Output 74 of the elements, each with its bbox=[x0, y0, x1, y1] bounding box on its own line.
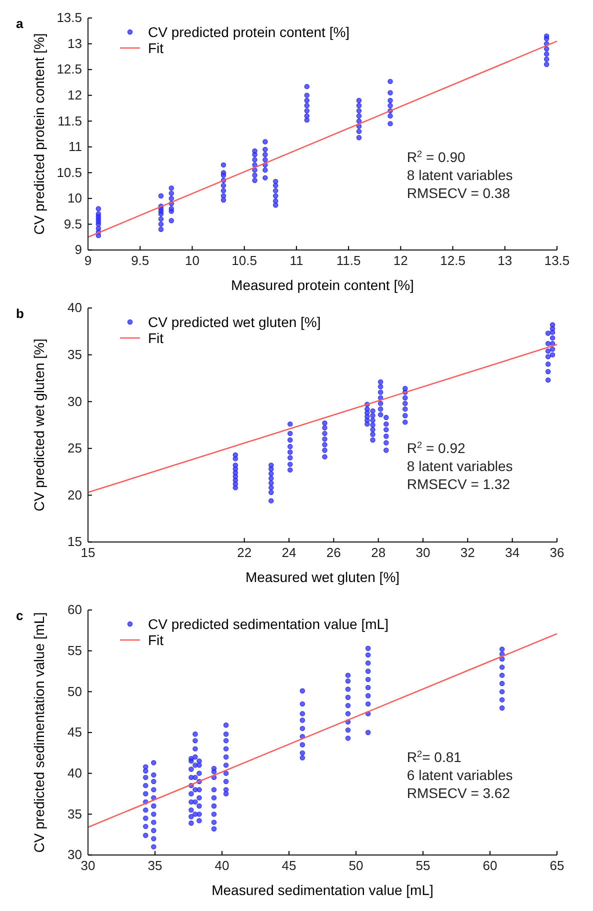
y-tick-label: 10 bbox=[68, 190, 82, 206]
y-tick-label: 13.5 bbox=[56, 10, 82, 26]
y-tick-label: 30 bbox=[68, 847, 82, 862]
x-tick-label: 10.5 bbox=[232, 253, 257, 268]
x-tick-label: 34 bbox=[505, 545, 520, 560]
x-tick-label: 26 bbox=[326, 545, 341, 560]
y-tick-label: 9.5 bbox=[64, 216, 82, 232]
y-tick-label: 55 bbox=[68, 642, 82, 658]
x-tick-label: 40 bbox=[214, 858, 230, 874]
x-tick-label: 15 bbox=[80, 545, 96, 560]
x-tick-label: 9.5 bbox=[131, 253, 150, 268]
y-tick-label: 45 bbox=[68, 724, 82, 740]
y-tick-label: 40 bbox=[68, 300, 82, 316]
annotation: RMSECV = 1.32 bbox=[406, 476, 510, 492]
chart-title: c bbox=[16, 608, 24, 623]
x-tick-label: 55 bbox=[416, 858, 430, 874]
x-tick-label: 12 bbox=[393, 253, 408, 268]
y-axis-title: CV predicted sedimentation value [mL] bbox=[31, 612, 47, 853]
chart-title: b bbox=[16, 306, 24, 321]
y-tick-label: 11.5 bbox=[58, 113, 82, 128]
y-tick-label: 25 bbox=[68, 440, 82, 456]
y-tick-label: 12 bbox=[68, 87, 82, 102]
x-axis-title: Measured wet gluten [%] bbox=[245, 569, 400, 585]
y-tick-label: 30 bbox=[68, 394, 82, 409]
legend-label: CV predicted sedimentation value [mL] bbox=[148, 616, 388, 632]
x-tick-label: 30 bbox=[416, 545, 430, 560]
y-tick-label: 13 bbox=[68, 36, 82, 51]
x-axis-title: Measured sedimentation value [mL] bbox=[212, 882, 434, 898]
annotation: R$^{2}$= 0.81 bbox=[406, 748, 462, 765]
y-tick-label: 35 bbox=[68, 806, 82, 822]
x-tick-label: 65 bbox=[550, 858, 564, 874]
x-tick-label: 12.5 bbox=[440, 253, 466, 268]
y-tick-label: 15 bbox=[68, 534, 82, 550]
annotation: R$^{2}$ = 0.92 bbox=[406, 440, 466, 456]
x-tick-label: 9 bbox=[84, 253, 92, 268]
y-tick-label: 10.5 bbox=[56, 164, 82, 180]
annotation: RMSECV = 0.38 bbox=[406, 184, 510, 201]
y-tick-label: 9 bbox=[74, 242, 82, 258]
annotation: 6 latent variables bbox=[406, 766, 513, 783]
y-tick-label: 20 bbox=[68, 487, 82, 502]
x-tick-label: 50 bbox=[348, 858, 364, 874]
y-tick-label: 35 bbox=[68, 346, 82, 362]
annotation: 8 latent variables bbox=[406, 166, 513, 183]
legend-label: Fit bbox=[148, 632, 164, 648]
annotation: R$^{2}$ = 0.90 bbox=[406, 148, 466, 165]
legend-label: Fit bbox=[148, 330, 164, 346]
x-tick-label: 30 bbox=[80, 858, 96, 874]
x-tick-label: 32 bbox=[460, 545, 475, 560]
x-tick-label: 45 bbox=[282, 858, 296, 874]
x-axis-title: Measured protein content [%] bbox=[231, 277, 414, 293]
legend-label: CV predicted protein content [%] bbox=[148, 24, 350, 40]
chart-title: a bbox=[16, 16, 24, 31]
y-axis-title: CV predicted wet gluten [%] bbox=[31, 338, 47, 512]
y-tick-label: 50 bbox=[68, 684, 82, 699]
x-tick-label: 22 bbox=[237, 545, 252, 560]
y-tick-label: 40 bbox=[68, 765, 82, 780]
y-tick-label: 11 bbox=[68, 139, 82, 154]
y-axis-title: CV predicted protein content [%] bbox=[31, 33, 47, 235]
legend-label: Fit bbox=[148, 40, 164, 56]
x-tick-label: 28 bbox=[371, 545, 386, 560]
x-tick-label: 11 bbox=[290, 253, 304, 268]
annotation: RMSECV = 3.62 bbox=[406, 784, 510, 801]
y-tick-label: 12.5 bbox=[56, 62, 82, 77]
x-tick-label: 36 bbox=[550, 545, 564, 560]
legend-label: CV predicted wet gluten [%] bbox=[148, 314, 321, 330]
annotation: 8 latent variables bbox=[406, 458, 513, 474]
x-tick-label: 24 bbox=[282, 545, 296, 560]
x-tick-label: 35 bbox=[148, 858, 162, 874]
x-tick-label: 60 bbox=[482, 858, 498, 874]
x-tick-label: 13.5 bbox=[544, 253, 570, 268]
x-tick-label: 11.5 bbox=[336, 253, 361, 268]
x-tick-label: 10 bbox=[184, 253, 200, 268]
y-tick-label: 60 bbox=[68, 602, 82, 618]
x-tick-label: 13 bbox=[498, 253, 512, 268]
